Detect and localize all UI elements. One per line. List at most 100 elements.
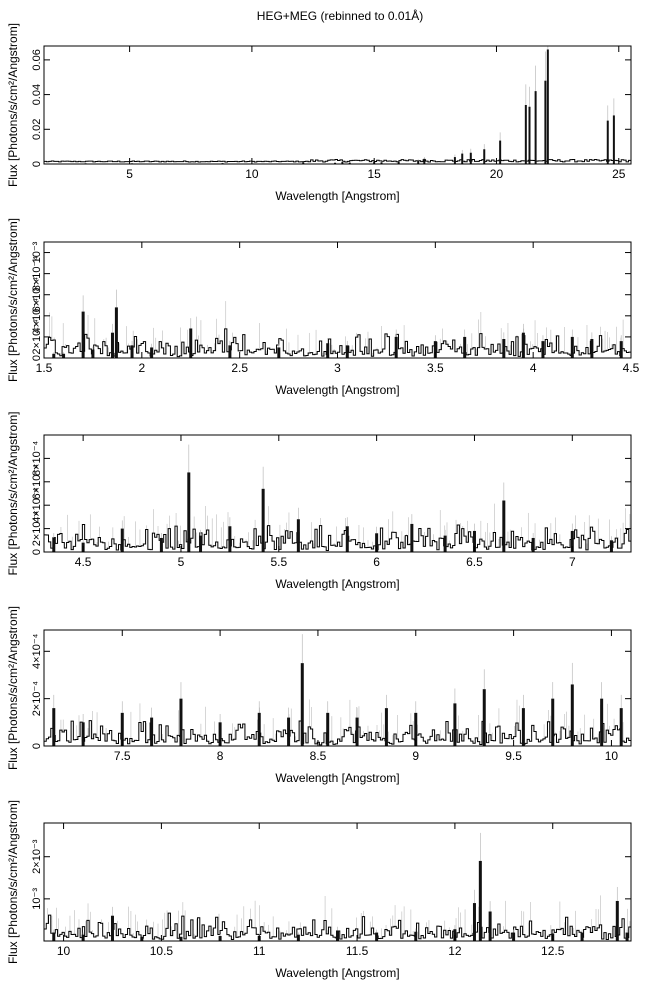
emission-line [499, 140, 502, 164]
emission-line [159, 537, 163, 552]
y-tick-label: 2×10⁻⁴ [31, 511, 43, 547]
x-axis-label: Wavelength [Angstrom] [275, 771, 399, 785]
emission-line [625, 932, 629, 941]
emission-line [502, 500, 506, 552]
x-axis-label: Wavelength [Angstrom] [275, 383, 399, 397]
x-tick-label: 4.5 [623, 361, 640, 375]
x-tick-label: 8.5 [310, 749, 327, 763]
emission-line [336, 930, 339, 941]
x-tick-label: 2.5 [231, 361, 248, 375]
emission-line [394, 336, 398, 358]
x-tick-label: 12.5 [541, 944, 565, 958]
emission-line [150, 347, 154, 358]
x-tick-label: 5 [178, 555, 185, 569]
emission-line [52, 932, 56, 941]
y-tick-label: 2×10⁻³ [31, 839, 43, 874]
emission-line [528, 106, 531, 164]
emission-line [114, 307, 118, 358]
emission-line [257, 712, 261, 746]
plot-frame [43, 45, 632, 165]
chart-panel-2: 1.5 2 2.5 3 3.5 4 4.5 02×10⁻⁴4×10⁻⁴6×10⁻⁴8×10⁻⁴… [6, 218, 640, 397]
emission-line [521, 708, 525, 746]
emission-line [417, 160, 420, 164]
emission-line [433, 341, 437, 358]
emission-line [541, 341, 545, 358]
emission-line [482, 689, 486, 746]
y-tick-label: 0.04 [31, 84, 43, 105]
emission-line [296, 934, 300, 941]
emission-line [81, 934, 85, 941]
y-tick-label: 8×10⁻⁴ [31, 440, 43, 476]
x-tick-label: 2 [138, 361, 145, 375]
emission-line [52, 353, 56, 358]
emission-line [463, 336, 467, 358]
emission-line [546, 49, 549, 164]
x-tick-label: 5 [126, 167, 133, 181]
y-tick-label: 2×10⁻⁴ [31, 319, 43, 355]
x-tick-label: 6 [373, 555, 380, 569]
x-axis-label: Wavelength [Angstrom] [275, 189, 399, 203]
plot-frame [43, 822, 632, 942]
emission-line [296, 519, 300, 552]
emission-line [397, 161, 400, 164]
emission-line [187, 472, 191, 552]
y-tick-label: 0 [31, 355, 43, 361]
y-tick-label: 0 [31, 161, 43, 167]
spectrum-histogram [44, 159, 631, 163]
y-tick-label: 6×10⁻⁴ [31, 277, 43, 313]
emission-line [130, 345, 134, 358]
emission-line [414, 931, 418, 941]
emission-line [345, 526, 349, 552]
emission-line [110, 332, 114, 358]
emission-line [544, 80, 547, 164]
y-axis-label: Flux [Photons/s/cm²/Angstrom] [6, 411, 20, 575]
emission-line [570, 684, 574, 746]
x-tick-label: 15 [368, 167, 382, 181]
emission-line [472, 903, 476, 941]
emission-line [189, 328, 193, 358]
y-axis-label: Flux [Photons/s/cm²/Angstrom] [6, 218, 20, 382]
emission-line [423, 158, 426, 164]
plot-area [44, 444, 631, 552]
x-tick-label: 7.5 [114, 749, 131, 763]
chart-panel-4: 7.5 8 8.5 9 9.5 10 0 2×10⁻⁴ 4×10⁻⁴ Wavelength [An… [6, 606, 632, 785]
emission-line [461, 153, 464, 164]
emission-line [453, 157, 456, 164]
spectrum-histogram [44, 524, 631, 552]
emission-line [375, 932, 379, 941]
emission-line [414, 712, 418, 746]
x-tick-label: 10.5 [150, 944, 174, 958]
emission-line [326, 343, 330, 358]
plot-area [44, 289, 631, 358]
plot-area [44, 46, 631, 164]
emission-line [228, 345, 232, 358]
emission-line [140, 936, 144, 941]
emission-line [199, 535, 203, 552]
emission-line [609, 540, 613, 552]
y-tick-label: 0 [31, 743, 43, 749]
emission-line [62, 353, 66, 358]
emission-line [551, 698, 555, 746]
emission-line [521, 332, 525, 358]
emission-line [590, 339, 594, 358]
emission-line [615, 900, 619, 941]
y-tick-label: 0 [31, 549, 43, 555]
emission-line [287, 717, 291, 746]
y-tick-label: 6×10⁻⁴ [31, 464, 43, 500]
emission-line [410, 523, 414, 552]
x-tick-label: 9 [412, 749, 419, 763]
emission-line [300, 663, 304, 746]
x-tick-label: 4.5 [75, 555, 92, 569]
emission-line [472, 530, 476, 552]
emission-line [348, 162, 351, 164]
x-tick-label: 5.5 [270, 555, 287, 569]
y-axis-label: Flux [Photons/s/cm²/Angstrom] [6, 606, 20, 770]
emission-line [179, 698, 183, 746]
chart-panel-5: 10 10.5 11 11.5 12 12.5 10⁻³ 2×10⁻³ Wavelength [… [6, 800, 632, 980]
emission-line [478, 860, 482, 941]
plot-frame [43, 434, 632, 553]
emission-line [302, 162, 305, 164]
y-tick-label: 2×10⁻⁴ [31, 681, 43, 717]
x-tick-label: 20 [490, 167, 504, 181]
